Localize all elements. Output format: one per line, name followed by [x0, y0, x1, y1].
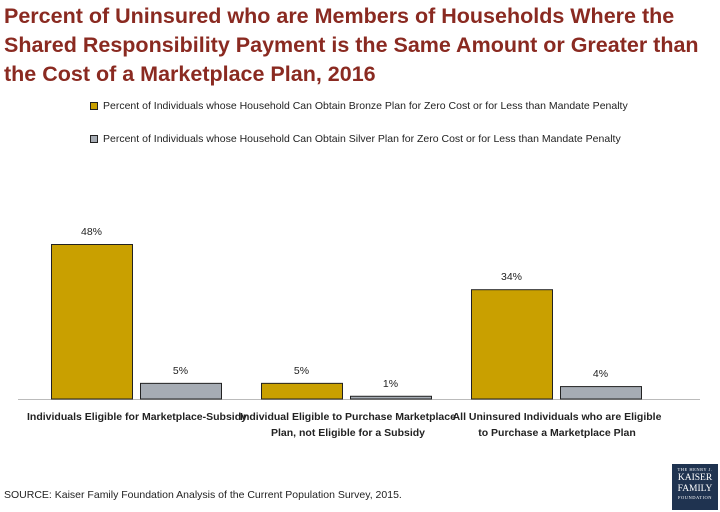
logo-line-1: THE HENRY J.: [677, 467, 713, 472]
category-label-marketplace-subsidy: Individuals Eligible for Marketplace-Sub…: [27, 411, 247, 423]
data-label-bronze-2: 5%: [294, 365, 309, 377]
data-label-silver-3: 4%: [593, 368, 608, 380]
bar-silver-2: [350, 395, 432, 400]
data-label-bronze-1: 48%: [81, 226, 102, 238]
legend-label-silver: Percent of Individuals whose Household C…: [103, 133, 621, 145]
bar-silver-3: [560, 386, 642, 400]
category-label-all-uninsured: All Uninsured Individuals who are Eligib…: [452, 411, 662, 439]
bar-bronze-2: [261, 382, 343, 400]
data-label-silver-1: 5%: [173, 365, 188, 377]
logo-line-4: FOUNDATION: [678, 495, 712, 500]
legend-swatch-bronze: [90, 102, 98, 110]
legend-swatch-silver: [90, 135, 98, 143]
bar-bronze-1: [51, 244, 133, 400]
logo-line-2: KAISER: [677, 473, 713, 483]
logo-line-3: FAMILY: [677, 484, 713, 494]
data-label-silver-2: 1%: [383, 378, 398, 390]
legend: Percent of Individuals whose Household C…: [90, 98, 628, 164]
legend-label-bronze: Percent of Individuals whose Household C…: [103, 100, 628, 112]
category-label-no-subsidy: Individual Eligible to Purchase Marketpl…: [240, 411, 456, 439]
legend-item-bronze: Percent of Individuals whose Household C…: [90, 98, 628, 114]
bar-silver-1: [140, 382, 222, 400]
legend-item-silver: Percent of Individuals whose Household C…: [90, 131, 628, 147]
source-note: SOURCE: Kaiser Family Foundation Analysi…: [4, 489, 402, 501]
chart-title: Percent of Uninsured who are Members of …: [4, 4, 699, 86]
bar-bronze-3: [471, 289, 553, 400]
data-label-bronze-3: 34%: [501, 271, 522, 283]
kff-logo: THE HENRY J. KAISER FAMILY FOUNDATION: [672, 464, 718, 510]
